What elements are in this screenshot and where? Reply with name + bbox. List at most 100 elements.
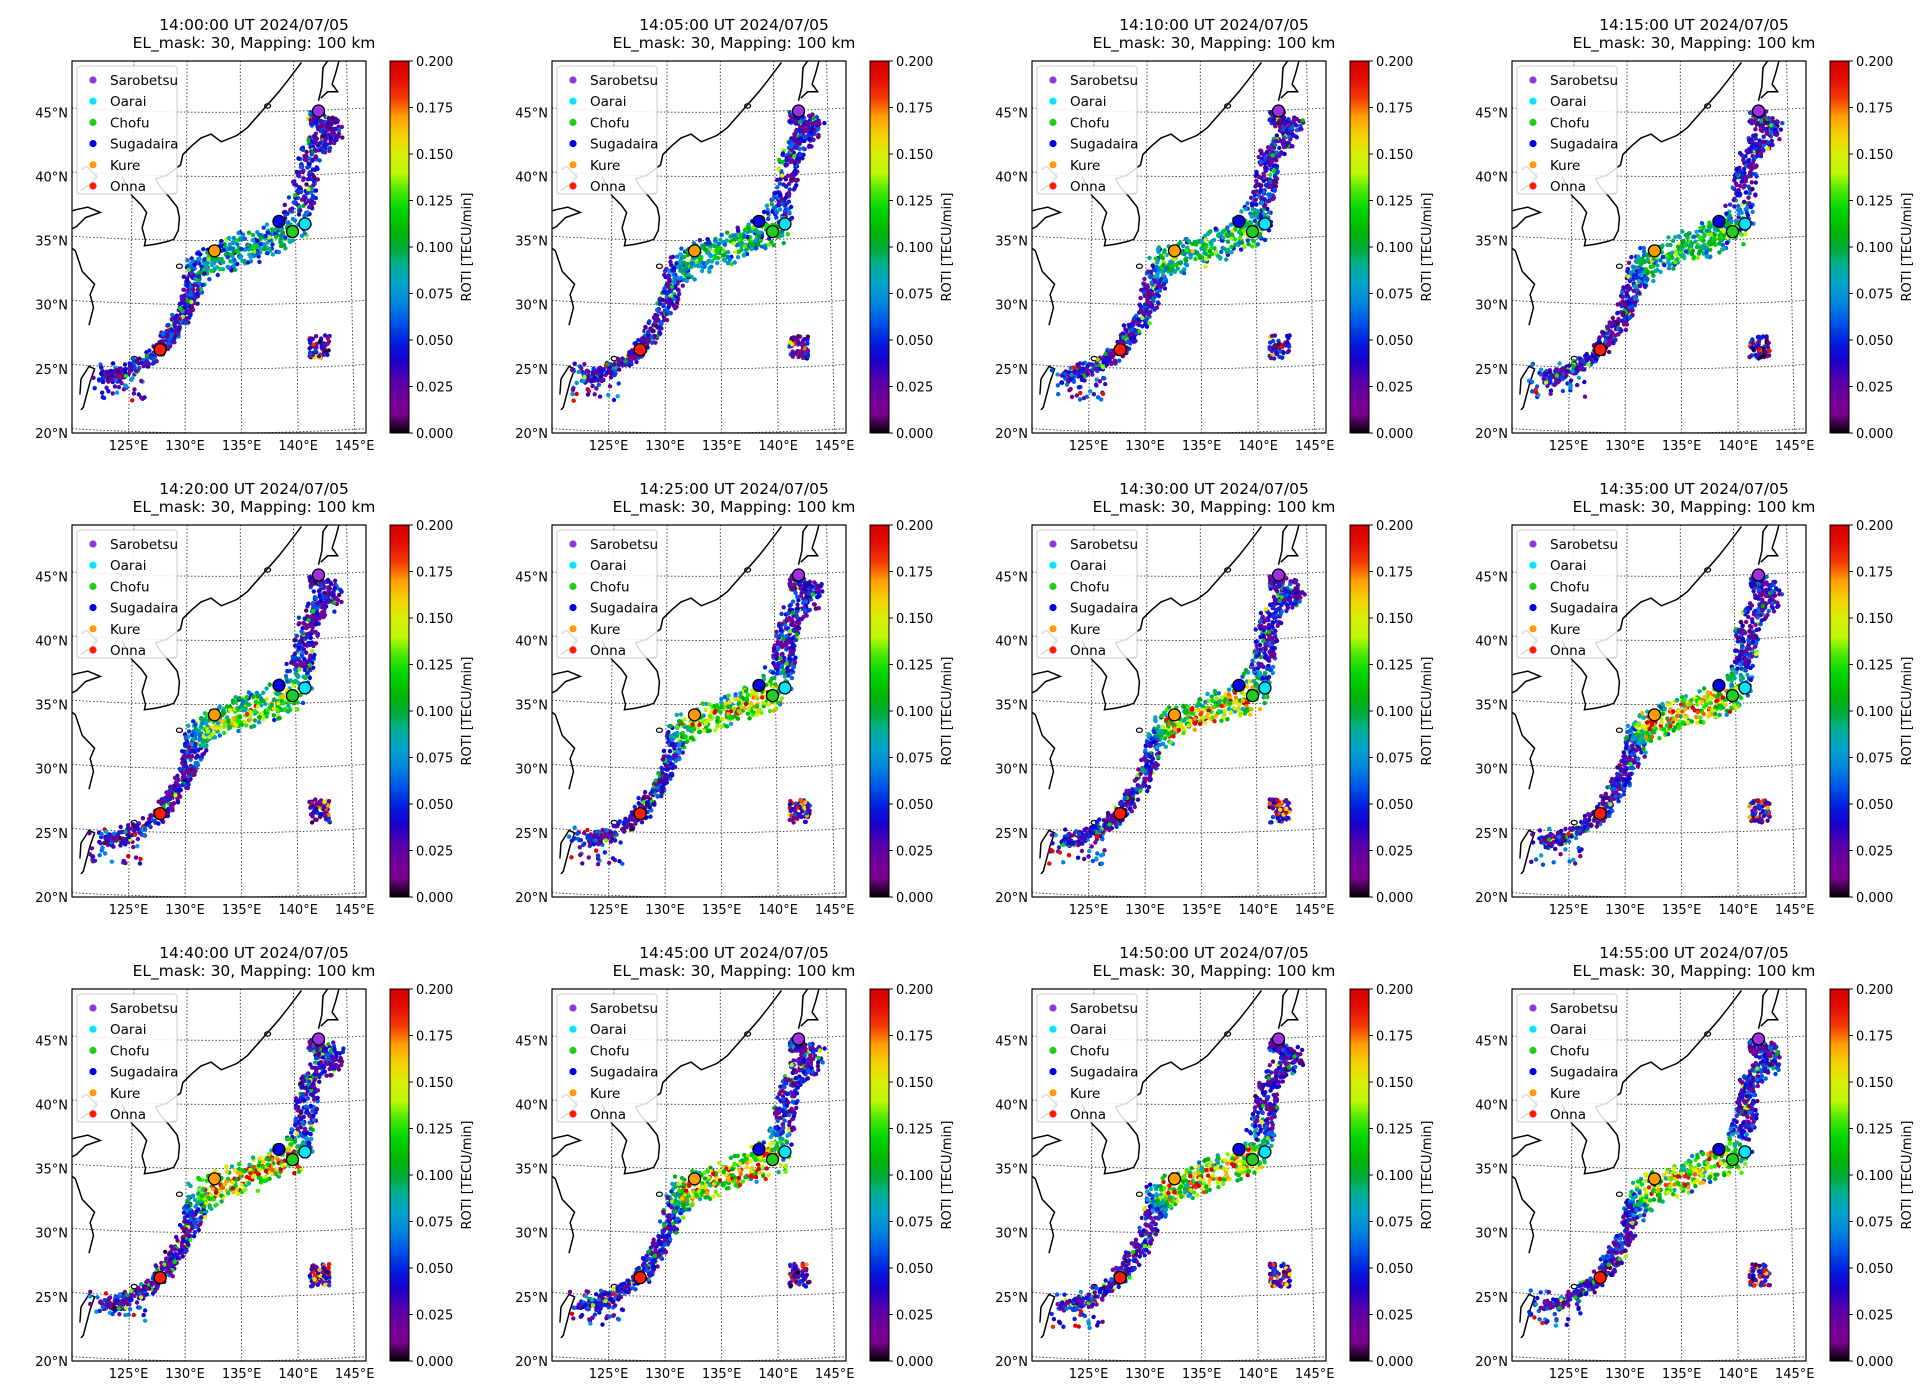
roti-point: [1290, 126, 1294, 130]
roti-point: [323, 333, 327, 337]
roti-point: [283, 203, 287, 207]
roti-point: [608, 384, 612, 388]
roti-point: [251, 245, 255, 249]
roti-point: [676, 287, 680, 291]
station-marker-sarobetsu: [1753, 105, 1765, 117]
colorbar-tick-label: 0.150: [896, 148, 933, 163]
roti-point: [703, 265, 707, 269]
roti-point: [789, 144, 793, 148]
roti-point: [1260, 200, 1264, 204]
roti-point: [658, 302, 662, 306]
roti-point: [1741, 185, 1745, 189]
roti-point: [1704, 246, 1708, 250]
roti-point: [192, 263, 196, 267]
roti-point: [636, 338, 640, 342]
latitude-tick-label: 30°N: [1475, 299, 1508, 314]
roti-point: [1581, 359, 1585, 363]
latitude-tick-label: 40°N: [1475, 170, 1508, 185]
roti-point: [1549, 375, 1553, 379]
roti-point: [1148, 321, 1152, 325]
roti-point: [226, 255, 230, 259]
roti-point: [1147, 256, 1151, 260]
roti-point: [1162, 248, 1166, 252]
roti-point: [797, 128, 801, 132]
roti-point: [698, 258, 702, 262]
roti-point: [314, 641, 318, 645]
roti-point: [1273, 333, 1277, 337]
roti-point: [1707, 221, 1711, 225]
roti-point: [617, 367, 621, 371]
roti-point: [1741, 158, 1745, 162]
roti-point: [265, 222, 269, 226]
island-outline: [1136, 264, 1142, 268]
roti-point: [313, 136, 317, 140]
roti-point: [305, 210, 309, 214]
legend-marker: [89, 140, 96, 147]
roti-point: [774, 215, 778, 219]
roti-point: [329, 128, 333, 132]
roti-point: [1741, 242, 1745, 246]
latitude-gridline: [1032, 236, 1326, 240]
roti-point: [161, 332, 165, 336]
roti-point: [123, 383, 127, 387]
latitude-tick-label: 20°N: [995, 427, 1028, 442]
roti-point: [184, 320, 188, 324]
roti-point: [1142, 277, 1146, 281]
roti-point: [732, 241, 736, 245]
roti-point: [1766, 146, 1770, 150]
roti-point: [257, 246, 261, 250]
roti-point: [101, 376, 105, 380]
roti-point: [123, 362, 127, 366]
roti-point: [736, 228, 740, 232]
latitude-gridline: [72, 764, 366, 768]
station-marker-onna: [634, 344, 646, 356]
roti-point: [1196, 253, 1200, 257]
roti-point: [1769, 123, 1773, 127]
roti-point: [195, 302, 199, 306]
roti-point: [1287, 349, 1291, 353]
roti-point: [1108, 356, 1112, 360]
roti-point: [313, 147, 317, 151]
legend-marker: [1529, 161, 1536, 168]
colorbar-tick-label: 0.025: [1856, 381, 1893, 396]
station-marker-sugadaira: [1233, 215, 1245, 227]
roti-point: [1056, 392, 1060, 396]
legend-marker: [569, 119, 576, 126]
roti-point: [185, 284, 189, 288]
roti-point: [1254, 198, 1258, 202]
roti-point: [308, 352, 312, 356]
station-marker-kure: [688, 245, 700, 257]
roti-point: [1742, 200, 1746, 204]
roti-point: [1261, 172, 1265, 176]
roti-point: [1637, 269, 1641, 273]
roti-point: [1255, 212, 1259, 216]
longitude-tick-label: 145°E: [335, 439, 375, 454]
roti-point: [1625, 292, 1629, 296]
roti-point: [337, 128, 341, 132]
roti-point: [1139, 304, 1143, 308]
roti-point: [607, 368, 611, 372]
coastline: [80, 830, 95, 874]
roti-point: [1143, 294, 1147, 298]
longitude-tick-label: 130°E: [165, 439, 205, 454]
roti-point: [272, 228, 276, 232]
roti-point: [783, 212, 787, 216]
roti-point: [1616, 302, 1620, 306]
legend-label: Kure: [590, 158, 620, 174]
roti-point: [182, 288, 186, 292]
colorbar-tick-label: 0.175: [1376, 102, 1413, 117]
roti-point: [1072, 380, 1076, 384]
roti-point: [690, 261, 694, 265]
roti-point: [1155, 305, 1159, 309]
colorbar-tick-label: 0.200: [416, 55, 453, 70]
roti-point: [778, 182, 782, 186]
roti-point: [313, 168, 317, 172]
roti-point: [185, 258, 189, 262]
roti-point: [1181, 244, 1185, 248]
roti-point: [196, 274, 200, 278]
roti-point: [301, 701, 305, 705]
latitude-gridline: [72, 893, 366, 897]
